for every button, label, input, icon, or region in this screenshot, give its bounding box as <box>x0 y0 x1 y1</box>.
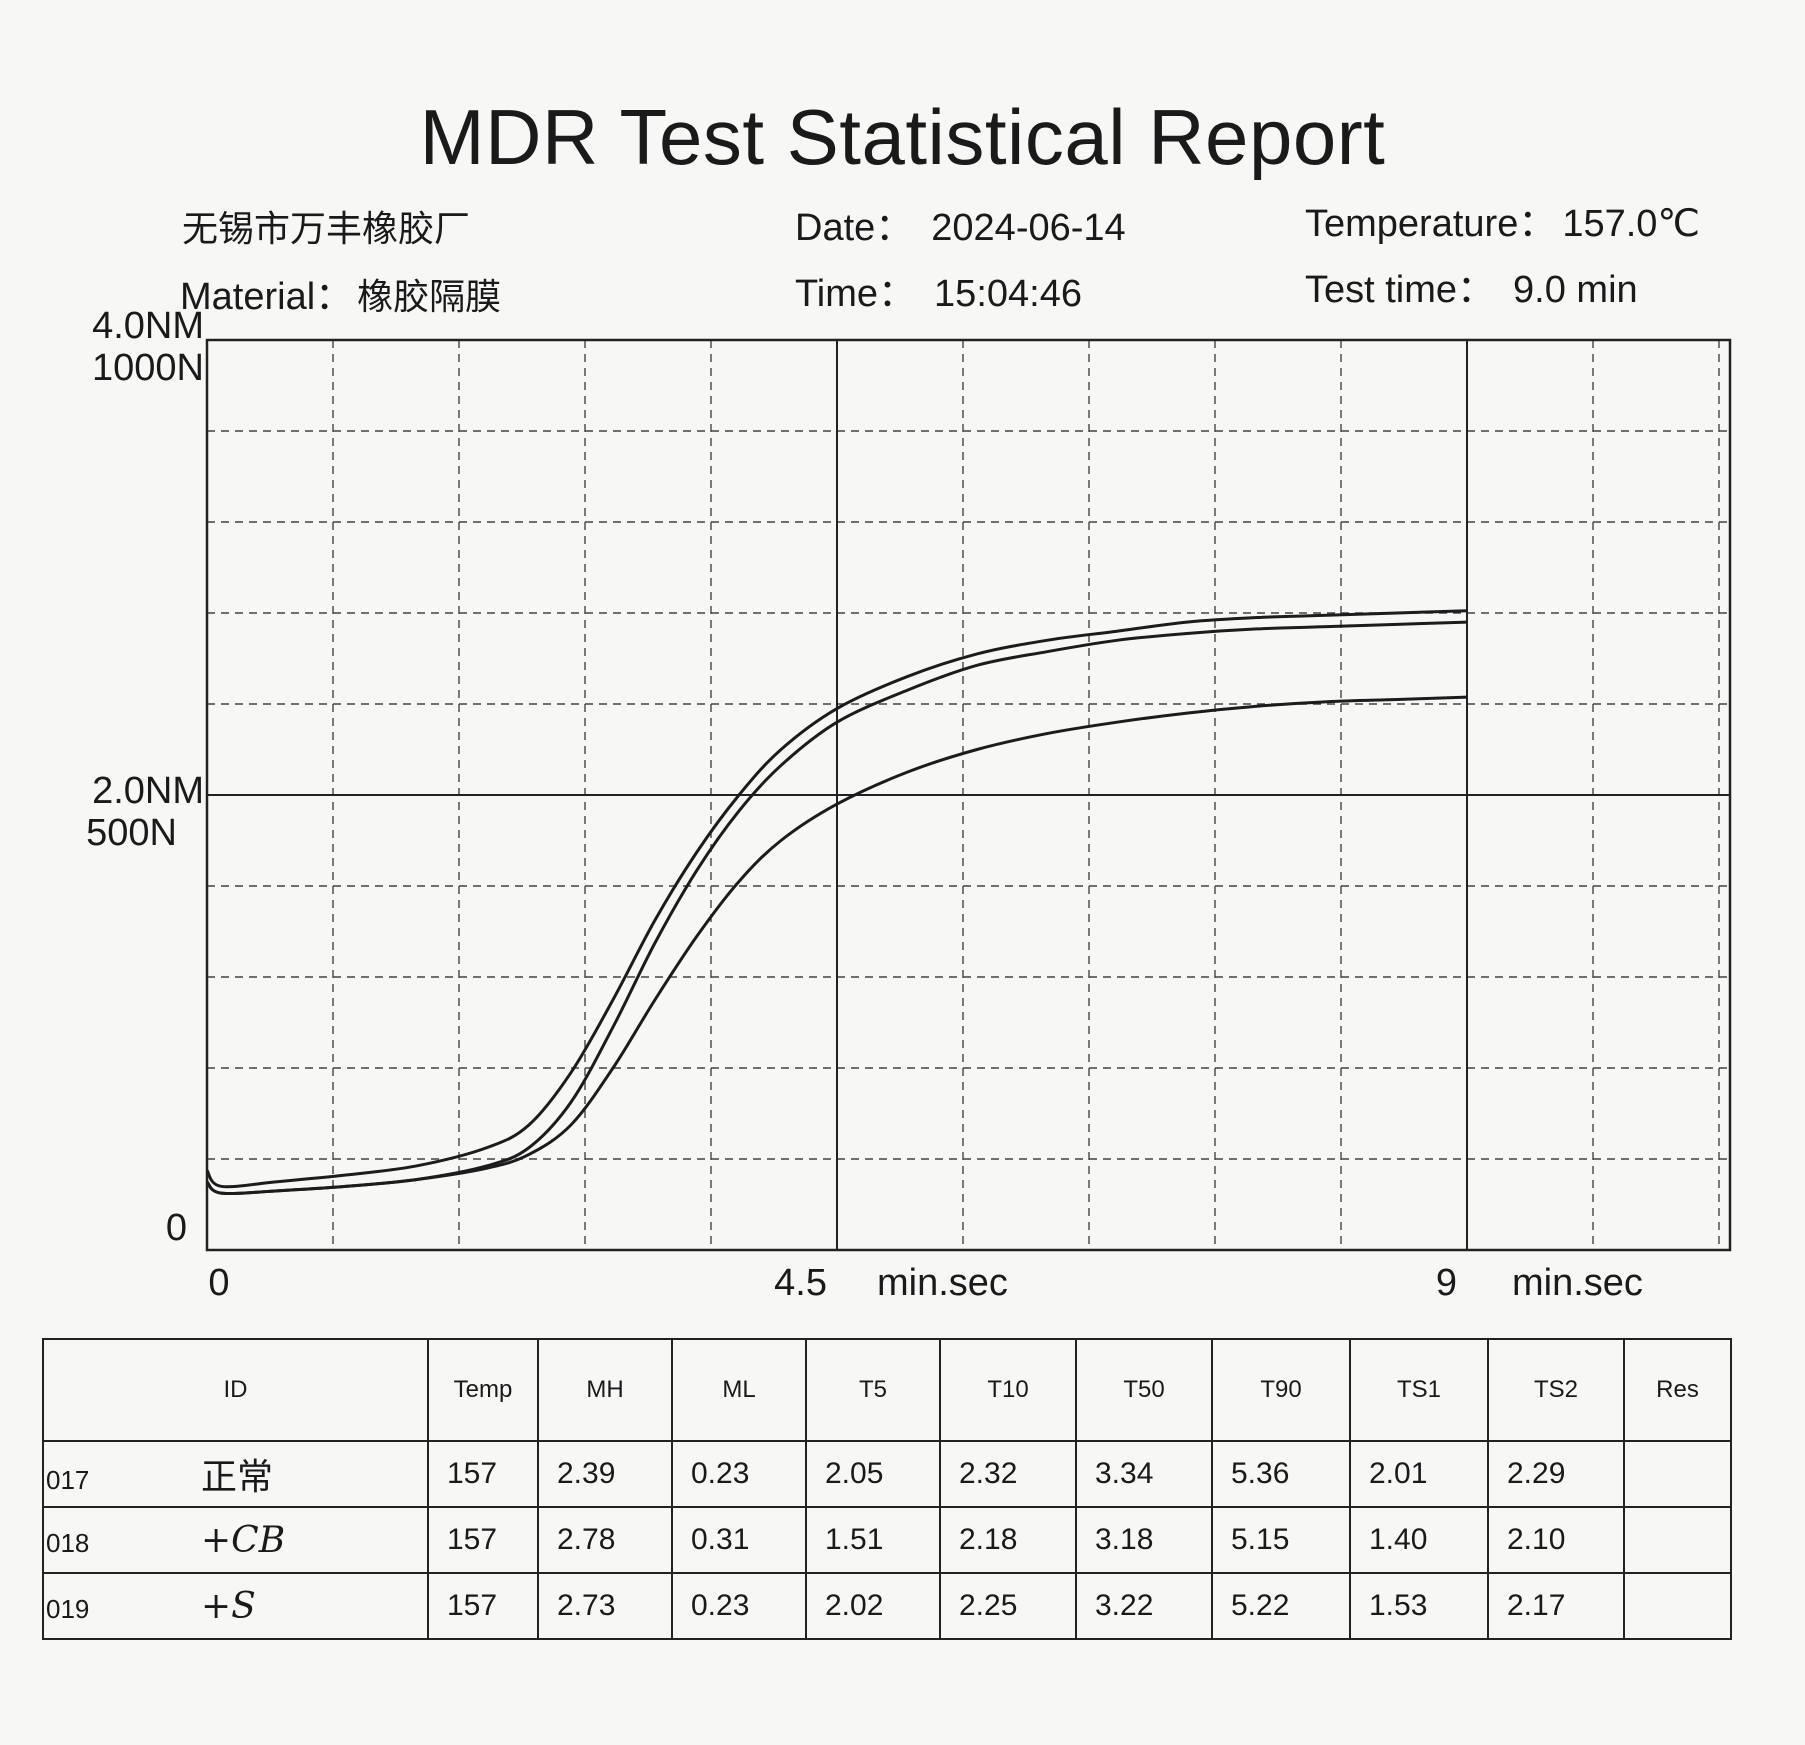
date-label: Date： <box>795 207 914 249</box>
material-label: Material： <box>180 276 354 318</box>
test-time-label: Test time： <box>1305 269 1496 311</box>
row-id: 018 <box>46 1527 90 1558</box>
header-ml: ML <box>671 1338 807 1442</box>
handwritten-note: +S <box>201 1585 256 1627</box>
cell-t50: 3.34 <box>1075 1440 1213 1508</box>
row-id: 019 <box>46 1593 90 1624</box>
cell-temp: 157 <box>427 1572 539 1640</box>
cell-t10: 2.25 <box>939 1572 1077 1640</box>
row-id: 017 <box>46 1465 90 1495</box>
cell-ts2: 2.10 <box>1487 1506 1625 1574</box>
cell-t10: 2.32 <box>939 1440 1077 1508</box>
cell-ts2: 2.29 <box>1487 1440 1625 1508</box>
cell-t50: 3.18 <box>1075 1506 1213 1574</box>
x-unit-label: min.sec <box>1512 1262 1643 1304</box>
cell-id: 018 +CB <box>42 1506 429 1574</box>
header-t50: T50 <box>1075 1338 1213 1442</box>
series-line-1 <box>205 609 1468 1189</box>
cell-t90: 5.15 <box>1211 1506 1351 1574</box>
cell-res <box>1623 1440 1732 1508</box>
handwritten-note: 正常 <box>201 1457 274 1498</box>
cell-ts2: 2.17 <box>1487 1572 1625 1640</box>
company-name: 无锡市万丰橡胶厂 <box>182 209 471 250</box>
header-ts1: TS1 <box>1349 1338 1489 1442</box>
cell-temp: 157 <box>427 1440 539 1508</box>
date-value: 2024-06-14 <box>931 207 1126 249</box>
temperature-field: Temperature： 157.0℃ <box>1305 192 1700 247</box>
header-t90: T90 <box>1211 1338 1351 1442</box>
report-title: MDR Test Statistical Report <box>419 93 1386 181</box>
x-tick-label: 9 <box>1436 1262 1457 1304</box>
header-id: ID <box>42 1338 429 1442</box>
y-tick-label-secondary: 1000N <box>92 347 204 389</box>
cell-mh: 2.73 <box>537 1572 673 1640</box>
y-tick-label: 2.0NM <box>92 770 204 812</box>
handwritten-note: +CB <box>201 1519 286 1561</box>
cell-temp: 157 <box>427 1506 539 1574</box>
header-temp: Temp <box>427 1338 539 1442</box>
x-unit-label: min.sec <box>877 1262 1008 1304</box>
temperature-label: Temperature： <box>1305 203 1557 245</box>
cell-t90: 5.22 <box>1211 1572 1351 1640</box>
cell-res <box>1623 1572 1732 1640</box>
cell-res <box>1623 1506 1732 1574</box>
test-time-field: Test time： 9.0 min <box>1305 258 1638 313</box>
header-t5: T5 <box>805 1338 941 1442</box>
temperature-value: 157.0℃ <box>1562 203 1701 245</box>
results-table: ID Temp MH ML T5 T10 T50 T90 TS1 TS2 Res… <box>42 1338 1732 1640</box>
time-value: 15:04:46 <box>934 273 1082 315</box>
plot-frame <box>205 338 1732 1252</box>
series-line-3 <box>205 695 1468 1196</box>
cell-t50: 3.22 <box>1075 1572 1213 1640</box>
y-tick-label: 4.0NM <box>92 305 204 347</box>
cell-t10: 2.18 <box>939 1506 1077 1574</box>
y-tick-label-secondary: 500N <box>86 812 177 854</box>
header-t10: T10 <box>939 1338 1077 1442</box>
date-field: Date： 2024-06-14 <box>795 196 1126 251</box>
header-mh: MH <box>537 1338 673 1442</box>
cell-ts1: 2.01 <box>1349 1440 1489 1508</box>
table-row: 017 正常 157 2.39 0.23 2.05 2.32 3.34 5.36 … <box>42 1440 1732 1508</box>
x-tick-label: 0 <box>208 1262 229 1304</box>
time-field: Time： 15:04:46 <box>795 262 1082 317</box>
header-res: Res <box>1623 1338 1732 1442</box>
table-row: 018 +CB 157 2.78 0.31 1.51 2.18 3.18 5.15… <box>42 1506 1732 1574</box>
header-ts2: TS2 <box>1487 1338 1625 1442</box>
material-value: 橡胶隔膜 <box>357 277 502 318</box>
material-field: Material： 橡胶隔膜 <box>180 265 501 320</box>
cell-t90: 5.36 <box>1211 1440 1351 1508</box>
y-tick-label: 0 <box>166 1207 187 1249</box>
cell-id: 019 +S <box>42 1572 429 1640</box>
table-row: 019 +S 157 2.73 0.23 2.02 2.25 3.22 5.22 … <box>42 1572 1732 1640</box>
cell-id: 017 正常 <box>42 1440 429 1508</box>
cell-t5: 2.02 <box>805 1572 941 1640</box>
cell-ml: 0.31 <box>671 1506 807 1574</box>
cell-ml: 0.23 <box>671 1440 807 1508</box>
cell-mh: 2.39 <box>537 1440 673 1508</box>
cell-t5: 1.51 <box>805 1506 941 1574</box>
cell-ts1: 1.40 <box>1349 1506 1489 1574</box>
cell-ml: 0.23 <box>671 1572 807 1640</box>
table-header-row: ID Temp MH ML T5 T10 T50 T90 TS1 TS2 Res <box>42 1338 1732 1442</box>
test-time-value: 9.0 min <box>1513 269 1638 311</box>
cell-mh: 2.78 <box>537 1506 673 1574</box>
cell-t5: 2.05 <box>805 1440 941 1508</box>
cell-ts1: 1.53 <box>1349 1572 1489 1640</box>
x-tick-label: 4.5 <box>774 1262 827 1304</box>
time-label: Time： <box>795 273 917 315</box>
